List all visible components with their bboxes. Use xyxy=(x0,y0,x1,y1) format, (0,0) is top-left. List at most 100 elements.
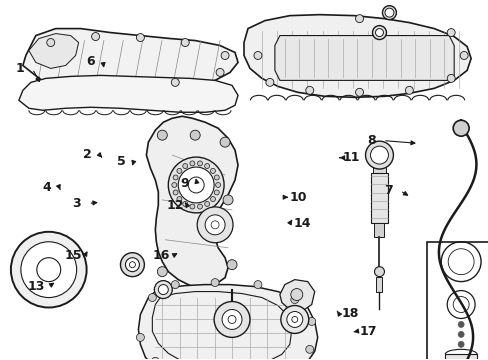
Text: 11: 11 xyxy=(342,151,360,164)
Circle shape xyxy=(457,341,463,347)
Circle shape xyxy=(214,302,249,337)
Circle shape xyxy=(189,161,195,166)
Circle shape xyxy=(171,280,179,289)
Circle shape xyxy=(47,39,55,46)
Circle shape xyxy=(173,190,178,195)
Circle shape xyxy=(457,321,463,328)
Polygon shape xyxy=(19,75,238,112)
Circle shape xyxy=(210,197,215,202)
Circle shape xyxy=(305,86,313,94)
Bar xyxy=(427,242,488,360)
Circle shape xyxy=(216,68,224,76)
Circle shape xyxy=(374,267,384,276)
Circle shape xyxy=(291,316,297,323)
Circle shape xyxy=(129,262,135,268)
Circle shape xyxy=(158,285,168,294)
Text: 14: 14 xyxy=(293,216,310,230)
Circle shape xyxy=(125,258,139,272)
Text: 18: 18 xyxy=(341,307,359,320)
Circle shape xyxy=(226,260,237,270)
Polygon shape xyxy=(23,28,238,92)
Polygon shape xyxy=(279,280,314,311)
Polygon shape xyxy=(138,285,317,360)
Circle shape xyxy=(221,51,228,59)
Circle shape xyxy=(190,130,200,140)
Circle shape xyxy=(183,163,187,168)
Circle shape xyxy=(286,311,302,328)
Bar xyxy=(370,173,387,223)
Polygon shape xyxy=(244,15,470,97)
Circle shape xyxy=(151,357,159,360)
Bar xyxy=(372,165,386,173)
Polygon shape xyxy=(29,33,79,68)
Text: 3: 3 xyxy=(72,197,81,210)
Circle shape xyxy=(290,296,298,303)
Circle shape xyxy=(220,137,229,147)
Circle shape xyxy=(157,267,167,276)
Circle shape xyxy=(11,232,86,307)
Circle shape xyxy=(181,39,189,46)
Text: 15: 15 xyxy=(64,249,81,262)
Circle shape xyxy=(452,120,468,136)
Bar xyxy=(444,354,476,360)
Circle shape xyxy=(204,163,209,168)
Circle shape xyxy=(253,51,262,59)
Polygon shape xyxy=(274,36,453,80)
Circle shape xyxy=(177,197,182,202)
Text: 10: 10 xyxy=(289,191,306,204)
Text: 8: 8 xyxy=(366,134,375,147)
Circle shape xyxy=(177,168,182,174)
Circle shape xyxy=(355,88,363,96)
Circle shape xyxy=(21,242,77,298)
Circle shape xyxy=(382,6,396,20)
Text: 12: 12 xyxy=(166,199,183,212)
Circle shape xyxy=(171,183,176,188)
Text: 9: 9 xyxy=(181,177,189,190)
Bar xyxy=(376,276,382,292)
Circle shape xyxy=(370,146,387,164)
Circle shape xyxy=(148,293,156,302)
Circle shape xyxy=(365,141,393,169)
Circle shape xyxy=(459,51,467,59)
Circle shape xyxy=(457,332,463,337)
Text: 16: 16 xyxy=(153,249,170,262)
Circle shape xyxy=(136,33,144,41)
Bar xyxy=(374,223,384,237)
Circle shape xyxy=(197,161,202,166)
Circle shape xyxy=(290,289,302,301)
Circle shape xyxy=(211,221,219,229)
Circle shape xyxy=(214,190,219,195)
Text: 4: 4 xyxy=(43,181,52,194)
Circle shape xyxy=(178,167,214,203)
Circle shape xyxy=(405,86,412,94)
Circle shape xyxy=(183,202,187,206)
Circle shape xyxy=(223,195,233,205)
Text: 2: 2 xyxy=(83,148,92,161)
Circle shape xyxy=(305,345,313,353)
Circle shape xyxy=(280,306,308,333)
Circle shape xyxy=(265,78,273,86)
Circle shape xyxy=(375,28,383,37)
Text: 17: 17 xyxy=(359,325,377,338)
Circle shape xyxy=(384,8,393,17)
Circle shape xyxy=(211,279,219,287)
Circle shape xyxy=(205,215,224,235)
Text: 13: 13 xyxy=(27,280,44,293)
Text: 7: 7 xyxy=(383,184,392,197)
Circle shape xyxy=(91,32,100,41)
Circle shape xyxy=(197,204,202,209)
Circle shape xyxy=(168,157,224,213)
Circle shape xyxy=(189,204,195,209)
Circle shape xyxy=(210,168,215,174)
Circle shape xyxy=(188,177,203,193)
Text: 5: 5 xyxy=(117,155,126,168)
Circle shape xyxy=(355,15,363,23)
Circle shape xyxy=(222,310,242,329)
Circle shape xyxy=(37,258,61,282)
Circle shape xyxy=(372,26,386,40)
Circle shape xyxy=(120,253,144,276)
Circle shape xyxy=(253,280,262,289)
Circle shape xyxy=(171,78,179,86)
Text: 1: 1 xyxy=(16,62,25,75)
Circle shape xyxy=(173,175,178,180)
